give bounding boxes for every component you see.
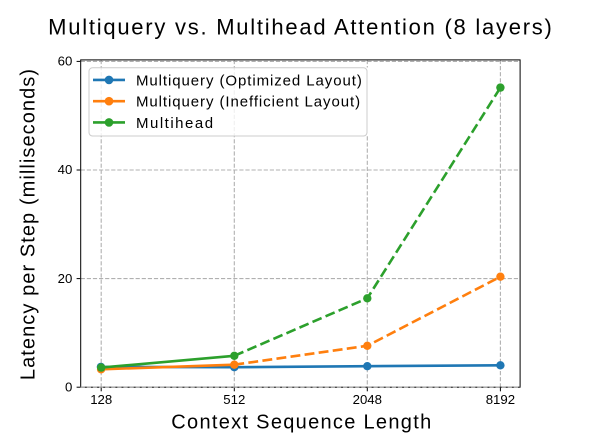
svg-text:512: 512 [223,392,245,407]
svg-text:Multiquery (Optimized Layout): Multiquery (Optimized Layout) [136,72,363,89]
svg-text:128: 128 [90,392,112,407]
svg-text:Context Sequence Length: Context Sequence Length [171,411,432,433]
svg-text:40: 40 [58,162,73,177]
svg-text:60: 60 [58,54,73,69]
svg-text:Multihead: Multihead [136,115,215,132]
svg-text:2048: 2048 [353,392,382,407]
svg-text:20: 20 [58,271,73,286]
svg-text:8192: 8192 [486,392,515,407]
svg-text:0: 0 [65,379,72,394]
svg-text:Multiquery vs. Multihead Atten: Multiquery vs. Multihead Attention (8 la… [48,14,554,39]
svg-text:Multiquery (Inefficient Layout: Multiquery (Inefficient Layout) [136,94,361,111]
svg-text:Latency per Step (milliseconds: Latency per Step (milliseconds) [18,68,40,380]
